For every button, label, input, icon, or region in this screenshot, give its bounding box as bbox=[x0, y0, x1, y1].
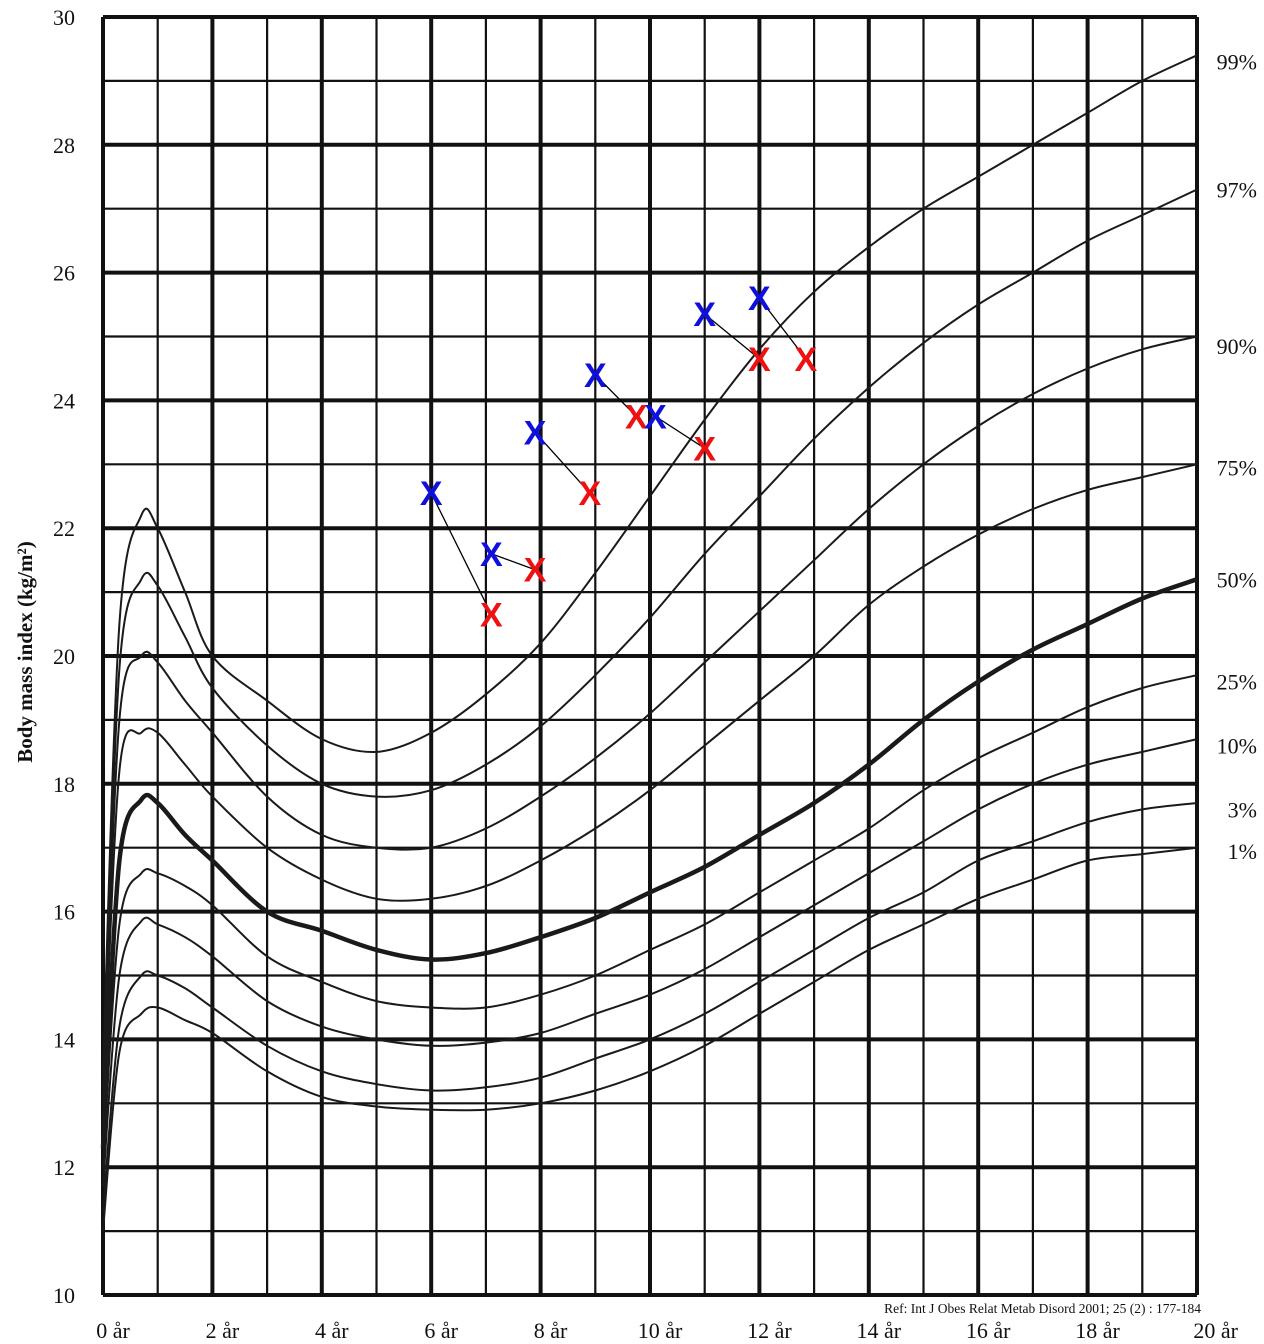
percentile-label: 1% bbox=[1228, 839, 1257, 864]
y-tick-label: 10 bbox=[53, 1283, 75, 1308]
percentile-curve-50 bbox=[100, 577, 1198, 1149]
marker-connector-line bbox=[491, 553, 536, 571]
percentile-curve-3 bbox=[102, 802, 1198, 1212]
marker-red-x: X bbox=[625, 398, 648, 436]
x-tick-label: 0 år bbox=[96, 1318, 130, 1343]
percentile-curve-75 bbox=[102, 463, 1198, 1117]
x-tick-label: 18 år bbox=[1075, 1318, 1120, 1343]
percentile-labels: 99% 97% 90% 75% 50% 25% 10% 3% 1% bbox=[1217, 50, 1257, 864]
x-tick-label: 6 år bbox=[424, 1318, 458, 1343]
marker-connector-line bbox=[655, 415, 706, 449]
marker-connector-line bbox=[430, 492, 492, 615]
y-tick-label: 16 bbox=[53, 900, 75, 925]
marker-connector-line bbox=[534, 431, 591, 494]
marker-red-x: X bbox=[480, 596, 503, 634]
x-tick-label: 14 år bbox=[857, 1318, 902, 1343]
y-axis-label: Body mass index (kg/m²) bbox=[13, 541, 37, 763]
percentile-curves bbox=[100, 54, 1198, 1232]
marker-red-x: X bbox=[748, 341, 771, 379]
percentile-curve-90 bbox=[102, 335, 1198, 1104]
percentile-curve-1 bbox=[102, 846, 1198, 1232]
reference-note: Ref: Int J Obes Relat Metab Disord 2001;… bbox=[884, 1301, 1201, 1316]
x-tick-label: 16 år bbox=[966, 1318, 1011, 1343]
marker-blue-x: X bbox=[693, 296, 716, 334]
y-tick-label: 14 bbox=[53, 1027, 75, 1052]
marker-blue-x: X bbox=[584, 357, 607, 395]
x-tick-label: 2 år bbox=[206, 1318, 240, 1343]
marker-blue-x: X bbox=[524, 414, 547, 452]
y-tick-label: 26 bbox=[53, 261, 75, 286]
y-tick-label: 22 bbox=[53, 516, 75, 541]
x-tick-label: 20 år bbox=[1193, 1318, 1238, 1343]
percentile-curve-97 bbox=[102, 188, 1198, 1091]
y-tick-labels: 10 12 14 16 18 20 22 24 26 28 30 bbox=[53, 5, 75, 1308]
marker-red-x: X bbox=[795, 341, 818, 379]
y-tick-label: 20 bbox=[53, 644, 75, 669]
x-tick-label: 10 år bbox=[638, 1318, 683, 1343]
x-tick-label: 12 år bbox=[747, 1318, 792, 1343]
y-tick-label: 30 bbox=[53, 5, 75, 30]
percentile-label: 90% bbox=[1217, 334, 1257, 359]
y-tick-label: 18 bbox=[53, 772, 75, 797]
marker-blue-x: X bbox=[420, 475, 443, 513]
y-tick-label: 12 bbox=[53, 1155, 75, 1180]
marker-blue-x: X bbox=[748, 280, 771, 318]
marker-blue-x: X bbox=[480, 536, 503, 574]
y-tick-label: 28 bbox=[53, 133, 75, 158]
marker-red-x: X bbox=[578, 475, 601, 513]
x-tick-label: 8 år bbox=[534, 1318, 568, 1343]
marker-blue-x: X bbox=[644, 398, 667, 436]
x-tick-labels: 0 år 2 år 4 år 6 år 8 år 10 år 12 år 14 år 16 år… bbox=[96, 1318, 1238, 1343]
x-tick-label: 4 år bbox=[315, 1318, 349, 1343]
percentile-curve-10 bbox=[102, 738, 1198, 1187]
percentile-label: 97% bbox=[1217, 178, 1257, 203]
marker-connector-line bbox=[704, 313, 760, 360]
y-tick-label: 24 bbox=[53, 388, 75, 413]
percentile-label: 3% bbox=[1228, 797, 1257, 822]
marker-connector-line bbox=[758, 297, 807, 360]
percentile-label: 10% bbox=[1217, 733, 1257, 758]
marker-red-x: X bbox=[693, 430, 716, 468]
percentile-label: 25% bbox=[1217, 670, 1257, 695]
marker-connector-line bbox=[594, 374, 637, 417]
percentile-curve-25 bbox=[102, 674, 1198, 1168]
marker-red-x: X bbox=[524, 552, 547, 590]
percentile-curve-99 bbox=[102, 54, 1198, 1072]
percentile-label: 99% bbox=[1217, 50, 1257, 75]
percentile-label: 50% bbox=[1217, 567, 1257, 592]
grid bbox=[101, 15, 1199, 1297]
percentile-label: 75% bbox=[1217, 455, 1257, 480]
